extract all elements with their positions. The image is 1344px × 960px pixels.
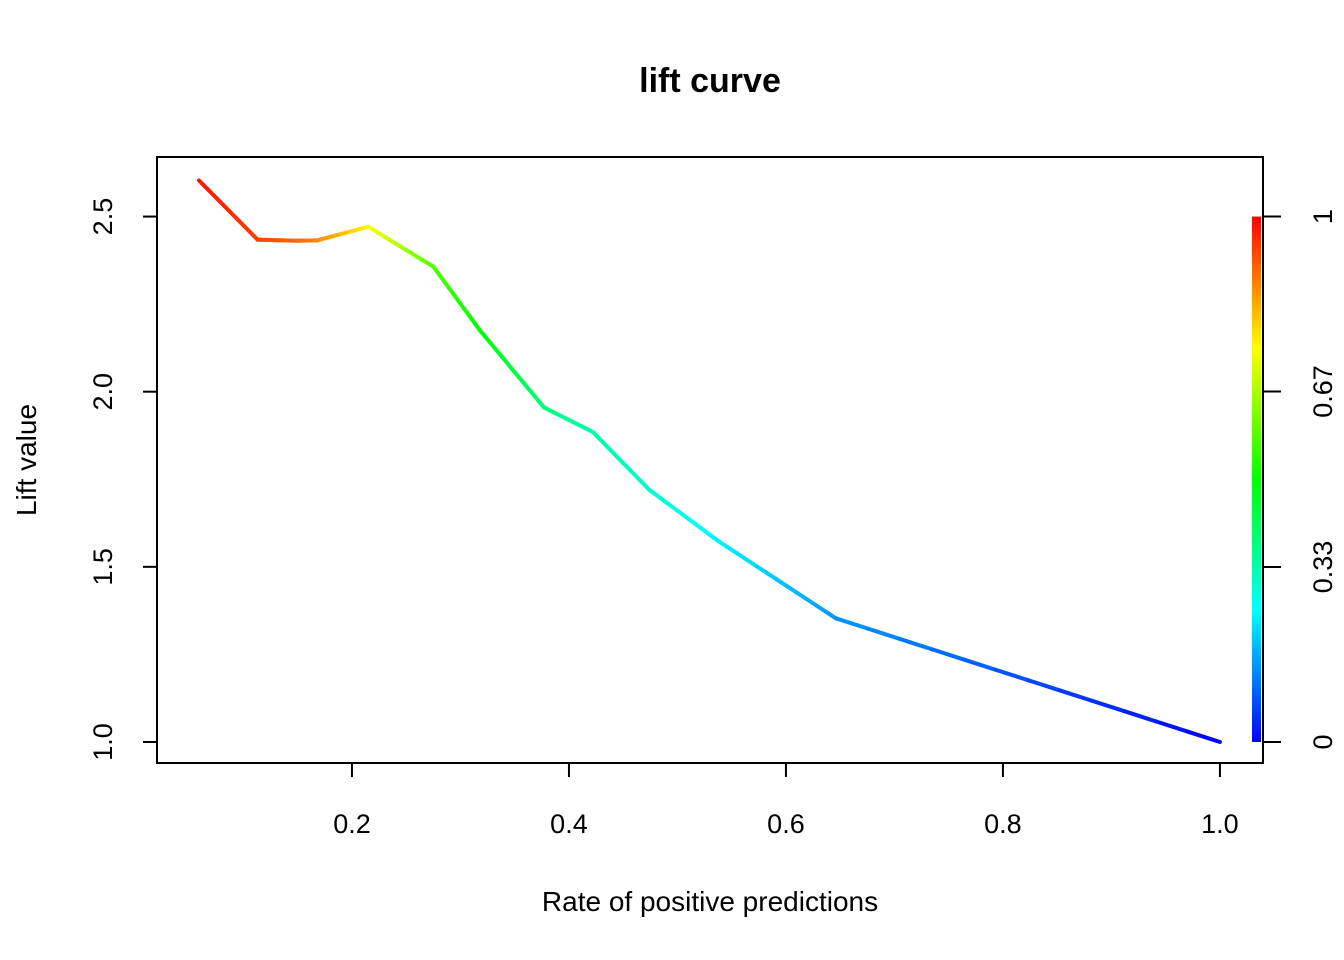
y-axis-label: Lift value: [11, 404, 42, 516]
chart-title: lift curve: [639, 62, 781, 100]
colorbar-tick-label: 1: [1308, 209, 1338, 224]
x-tick-label: 0.2: [333, 809, 371, 839]
y-axis: 1.0 1.5 2.0 2.5: [88, 198, 157, 761]
lift-line-segment: [993, 667, 1030, 683]
lift-line-segment: [1121, 709, 1158, 724]
lift-line-segment: [897, 636, 934, 652]
y-tick-label: 1.0: [88, 723, 118, 761]
colorbar-tick-label: 0.33: [1308, 541, 1338, 594]
x-axis: 0.2 0.4 0.6 0.8 1.0: [333, 763, 1239, 839]
lift-line-segment: [1057, 688, 1094, 703]
colorbar-tick-label: 0.67: [1308, 365, 1338, 418]
x-axis-label: Rate of positive predictions: [542, 886, 878, 917]
color-scale-bar: 0 0.33 0.67 1: [1252, 209, 1338, 749]
y-tick-label: 2.0: [88, 373, 118, 411]
y-tick-label: 2.5: [88, 198, 118, 236]
x-tick-label: 1.0: [1201, 809, 1239, 839]
x-tick-label: 0.8: [984, 809, 1022, 839]
lift-line-segment: [929, 647, 966, 662]
x-tick-label: 0.6: [767, 809, 805, 839]
lift-line-segment: [1025, 678, 1062, 693]
lift-line-segment: [1153, 719, 1190, 734]
lift-line-segment: [1089, 698, 1126, 714]
lift-line-segment: [1185, 729, 1222, 744]
lift-line-segment: [833, 616, 870, 631]
colorbar-gradient: [1252, 216, 1261, 742]
plot-frame: [156, 156, 1264, 764]
x-tick-label: 0.4: [550, 809, 588, 839]
y-tick-label: 1.5: [88, 548, 118, 586]
lift-line: [196, 178, 1222, 744]
lift-line-segment: [961, 657, 998, 672]
colorbar-tick-label: 0: [1308, 734, 1338, 749]
lift-line-segment: [865, 626, 902, 641]
